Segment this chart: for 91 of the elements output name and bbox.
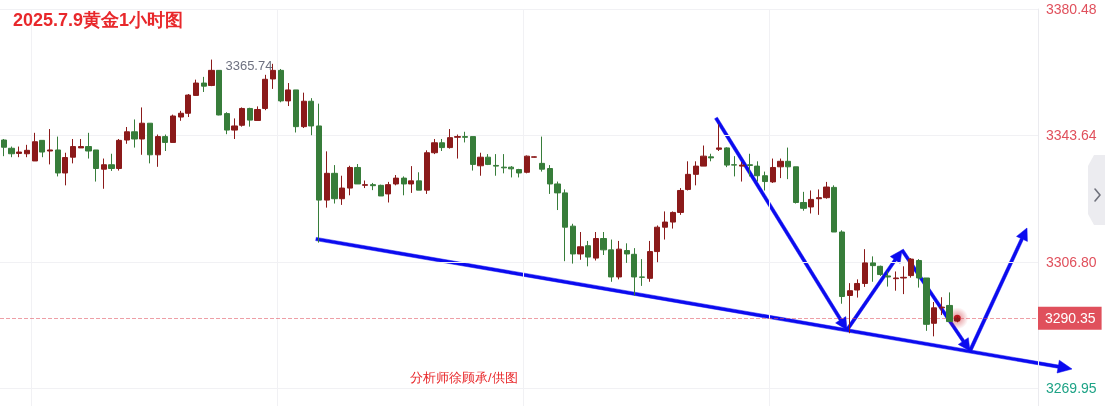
- candlestick: [270, 63, 276, 90]
- candlestick: [839, 229, 845, 305]
- candlestick: [762, 171, 768, 191]
- candlestick: [39, 139, 45, 158]
- candlestick: [8, 146, 15, 158]
- candlestick: [862, 248, 868, 288]
- candlestick: [493, 153, 499, 177]
- candlestick: [808, 189, 814, 214]
- candlestick: [785, 147, 791, 180]
- candlestick: [577, 231, 584, 261]
- candlestick: [662, 210, 668, 241]
- candlestick: [108, 153, 115, 172]
- candlestick: [877, 265, 883, 277]
- candlestick: [885, 270, 891, 288]
- candlestick: [401, 175, 407, 196]
- candlestick: [62, 152, 68, 186]
- candlestick: [639, 258, 645, 287]
- candlestick: [247, 107, 253, 128]
- candlestick: [162, 134, 168, 152]
- candlestick: [32, 132, 38, 162]
- candlestick: [347, 165, 353, 196]
- y-tick-label: 3380.48: [1046, 1, 1097, 17]
- candlestick: [101, 158, 107, 190]
- candlestick: [208, 59, 215, 87]
- candlestick: [254, 105, 261, 121]
- candlestick: [201, 76, 207, 93]
- y-tick-label: 3306.80: [1046, 253, 1097, 270]
- candlestick: [370, 182, 376, 191]
- candlestick: [831, 184, 837, 233]
- candlestick: [16, 146, 22, 158]
- candlestick: [777, 158, 784, 179]
- candlestick: [946, 291, 953, 323]
- candlestick: [155, 134, 161, 168]
- candlestick: [739, 161, 745, 183]
- candlestick: [470, 136, 476, 172]
- candlestick: [439, 138, 445, 152]
- candlestick: [593, 231, 599, 261]
- candlestick: [47, 128, 53, 165]
- candlestick: [78, 138, 84, 149]
- candlestick: [262, 74, 268, 111]
- candlestick: [716, 123, 722, 152]
- candlestick: [216, 69, 222, 116]
- candlestick: [139, 106, 145, 156]
- annotation: 3365.74: [225, 58, 273, 74]
- annotation: 分析师徐顾承/供图: [410, 370, 518, 385]
- candlestick: [939, 296, 945, 316]
- candlestick: [131, 118, 138, 149]
- candlestick: [331, 164, 338, 205]
- candlestick: [124, 126, 130, 145]
- candlestick: [708, 153, 714, 162]
- candlestick: [416, 171, 422, 191]
- candlestick: [616, 240, 622, 280]
- candlestick: [293, 89, 299, 133]
- candlestick: [193, 79, 199, 97]
- candlestick: [378, 184, 384, 197]
- candlestick: [539, 136, 545, 173]
- candlestick: [147, 122, 153, 164]
- candlestick: [224, 111, 230, 135]
- candlestick: [278, 68, 284, 103]
- candlestick: [462, 131, 468, 143]
- chart-title: 2025.7.9黄金1小时图: [13, 10, 184, 30]
- candlestick: [324, 150, 330, 209]
- candlestick: [362, 180, 368, 189]
- candlestick: [408, 165, 414, 194]
- candlestick: [685, 160, 691, 191]
- candlestick: [301, 92, 307, 129]
- candlestick: [316, 103, 322, 244]
- candlestick: [485, 153, 491, 166]
- candlestick: [931, 301, 937, 337]
- candlestick: [516, 168, 522, 178]
- candlestick: [308, 97, 314, 136]
- y-tick-label: 3269.95: [1046, 380, 1097, 397]
- candlestick: [570, 223, 576, 265]
- candlestick: [393, 174, 399, 186]
- candlestick: [70, 138, 76, 164]
- candlestick: [585, 240, 591, 267]
- candlestick: [908, 257, 914, 279]
- candlestick: [354, 163, 361, 185]
- candlestick: [770, 158, 776, 184]
- candlestick: [24, 144, 30, 158]
- candlestick: [385, 181, 391, 203]
- candlestick: [477, 152, 484, 177]
- candlestick: [870, 255, 876, 283]
- ref-line-label: 3290.35: [1045, 310, 1096, 327]
- candlestick: [170, 114, 176, 143]
- candlestick: [55, 136, 61, 177]
- candlestick: [285, 82, 291, 107]
- y-tick-label: 3343.64: [1046, 127, 1097, 144]
- candlestick: [116, 138, 122, 172]
- candlestick: [339, 175, 345, 206]
- candlestick: [1, 138, 7, 157]
